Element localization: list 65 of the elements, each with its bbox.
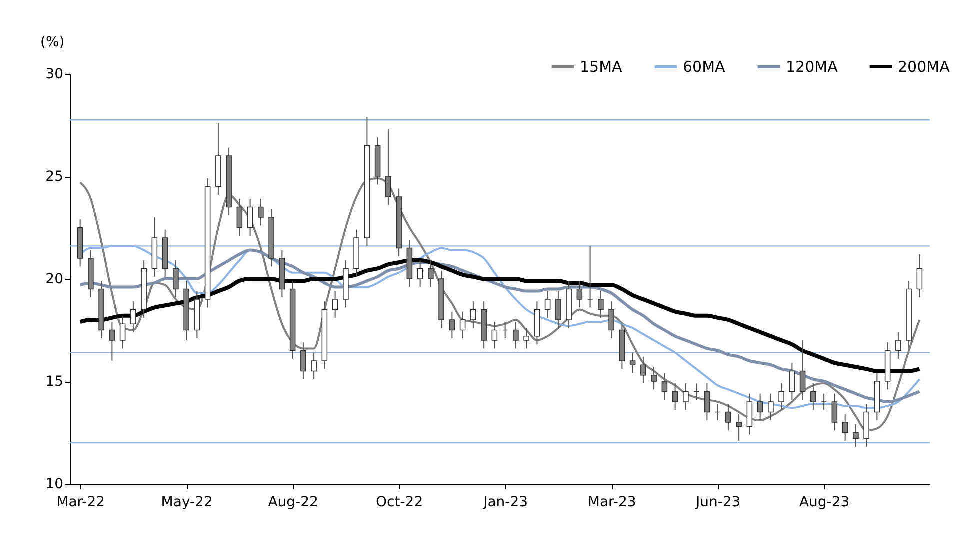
legend-label: 15MA <box>580 58 624 76</box>
candlestick <box>630 352 636 374</box>
y-tick-label: 20 <box>46 272 64 288</box>
x-tick-label: Aug-22 <box>268 494 318 510</box>
candlestick <box>714 404 721 421</box>
candlestick <box>916 254 923 298</box>
candlestick <box>778 383 784 411</box>
candlestick <box>683 383 689 411</box>
line-series <box>78 258 922 374</box>
candlestick <box>311 352 317 380</box>
y-tick-label: 25 <box>46 169 64 185</box>
x-tick-label: Mar-22 <box>56 494 106 510</box>
candlestick <box>768 393 774 421</box>
candlestick <box>832 393 838 432</box>
candlestick <box>247 198 254 236</box>
candlestick <box>810 383 816 411</box>
legend-label: 60MA <box>683 58 726 76</box>
legend-label: 200MA <box>898 58 951 76</box>
candlestick <box>492 322 498 350</box>
candlestick <box>502 322 508 339</box>
candlestick <box>694 383 700 400</box>
candlestick <box>109 322 116 362</box>
x-tick-label: Mar-23 <box>588 494 636 510</box>
candlestick <box>576 280 583 308</box>
candlestick <box>300 342 306 380</box>
candlestick <box>524 328 530 350</box>
candlestick <box>598 290 604 318</box>
candlestick <box>587 246 594 308</box>
candlestick <box>640 356 646 384</box>
candlestick <box>896 332 902 360</box>
candlestick <box>544 290 551 318</box>
candlestick <box>236 198 243 236</box>
candlestick <box>842 414 848 442</box>
legend-label: 120MA <box>786 58 839 76</box>
candlestick <box>470 301 476 329</box>
candlestick <box>800 340 806 400</box>
candlestick <box>332 290 338 318</box>
candlestick <box>662 372 668 400</box>
candlestick <box>130 301 136 333</box>
candlestick <box>672 383 678 411</box>
candlestick <box>651 366 657 390</box>
candlestick <box>704 383 710 421</box>
y-tick-label: 15 <box>46 374 64 390</box>
candlestick <box>428 260 434 288</box>
candlestick <box>853 424 859 448</box>
candlestick <box>757 393 764 421</box>
candlestick <box>417 260 424 288</box>
y-axis-title: (%) <box>40 34 65 50</box>
candlestick <box>460 311 466 339</box>
candlestick <box>608 301 614 339</box>
y-tick-label: 10 <box>46 476 64 492</box>
candlestick <box>513 322 519 350</box>
candlestick <box>173 260 179 298</box>
candlestick <box>556 290 562 329</box>
x-tick-label: May-22 <box>161 494 213 510</box>
candlestick <box>120 315 126 350</box>
candlestick <box>821 393 827 411</box>
y-tick-label: 30 <box>46 66 64 82</box>
x-tick-label: Jun-23 <box>694 494 741 510</box>
candlestick <box>258 198 264 226</box>
x-tick-label: Oct-22 <box>376 494 424 510</box>
x-tick-label: Jan-23 <box>482 494 528 510</box>
candlestick <box>449 311 456 339</box>
x-tick-label: Aug-23 <box>799 494 850 510</box>
candlestick <box>789 362 796 400</box>
